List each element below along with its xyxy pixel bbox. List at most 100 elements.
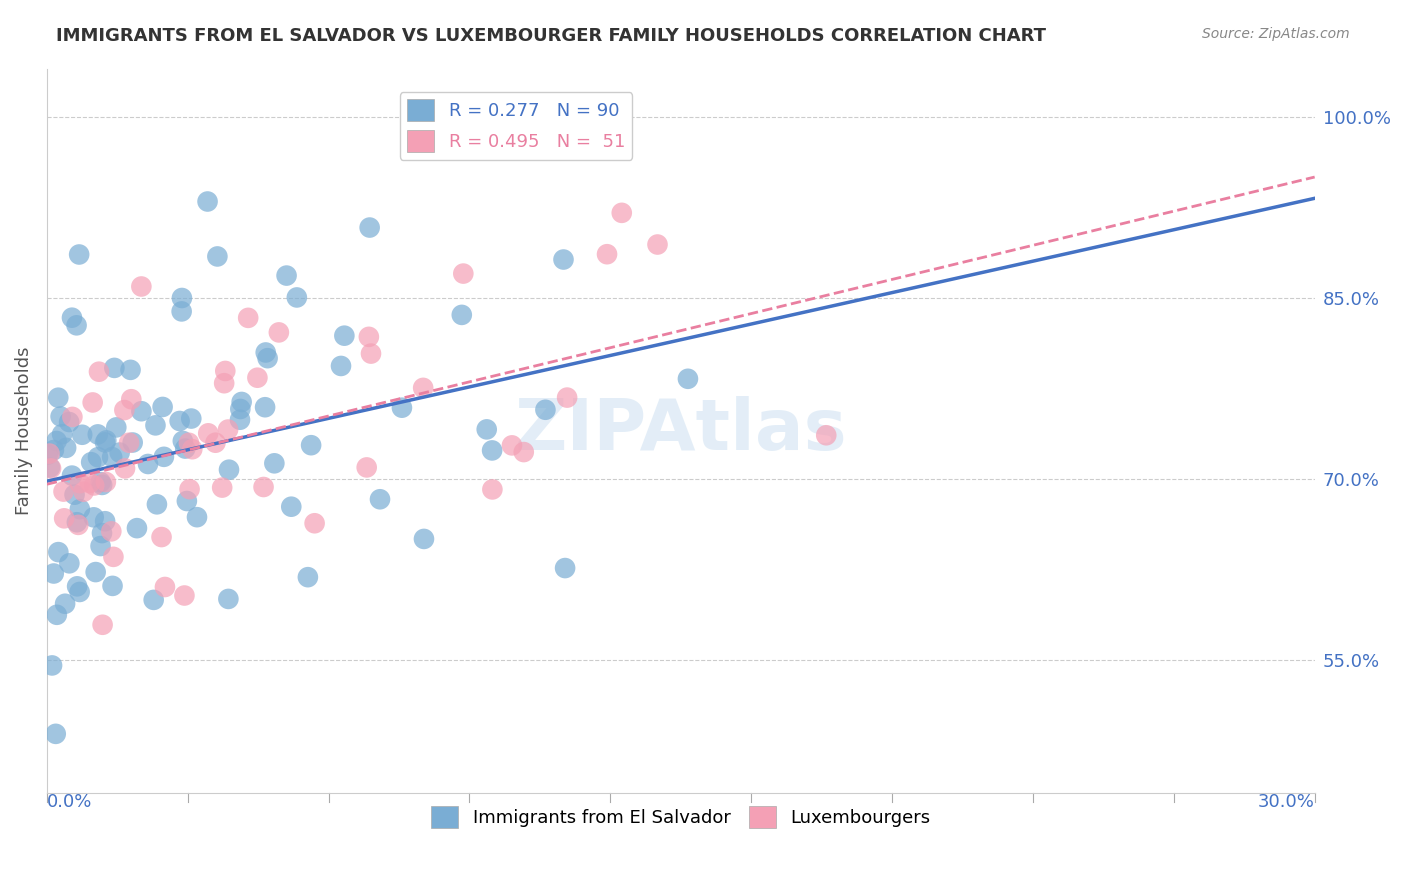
Point <box>39 461 62 475</box>
Point <box>69 476 91 491</box>
Point <box>285 290 308 304</box>
Point <box>103 360 125 375</box>
Point <box>153 450 176 464</box>
Point <box>152 400 174 414</box>
Point <box>229 413 252 427</box>
Point <box>357 330 380 344</box>
Point <box>142 593 165 607</box>
Text: Source: ZipAtlas.com: Source: ZipAtlas.com <box>1202 27 1350 41</box>
Point <box>179 482 201 496</box>
Text: ZIPAtlas: ZIPAtlas <box>515 396 846 466</box>
Point <box>84 565 107 579</box>
Point <box>46 391 69 405</box>
Point <box>333 328 356 343</box>
Point <box>103 549 125 564</box>
Point <box>176 494 198 508</box>
Point <box>481 483 503 497</box>
Point <box>450 308 472 322</box>
Point <box>174 442 197 456</box>
Point <box>254 345 277 359</box>
Point <box>238 310 260 325</box>
Point <box>55 441 77 455</box>
Point <box>555 391 578 405</box>
Point <box>150 530 173 544</box>
Point <box>60 468 83 483</box>
Point <box>42 566 65 581</box>
Point <box>79 476 101 491</box>
Y-axis label: Family Households: Family Households <box>15 347 32 516</box>
Point <box>145 418 167 433</box>
Point <box>67 517 90 532</box>
Point <box>53 511 76 525</box>
Point <box>153 580 176 594</box>
Point <box>217 591 239 606</box>
Point <box>120 363 142 377</box>
Point <box>60 409 83 424</box>
Point <box>256 351 278 366</box>
Point <box>276 268 298 283</box>
Point <box>69 502 91 516</box>
Point <box>80 455 103 469</box>
Point <box>49 409 72 424</box>
Point <box>120 392 142 407</box>
Point <box>368 492 391 507</box>
Point <box>170 304 193 318</box>
Point <box>45 434 67 448</box>
Point <box>87 427 110 442</box>
Point <box>100 524 122 539</box>
Point <box>87 450 110 465</box>
Point <box>181 442 204 457</box>
Point <box>596 247 619 261</box>
Point <box>501 438 523 452</box>
Point <box>280 500 302 514</box>
Point <box>90 475 112 490</box>
Point <box>186 510 208 524</box>
Point <box>180 411 202 425</box>
Point <box>125 521 148 535</box>
Point <box>360 346 382 360</box>
Point <box>131 279 153 293</box>
Point <box>413 532 436 546</box>
Point <box>45 607 67 622</box>
Point <box>229 401 252 416</box>
Point <box>214 364 236 378</box>
Point <box>146 497 169 511</box>
Point <box>65 318 87 333</box>
Point <box>412 381 434 395</box>
Point <box>173 589 195 603</box>
Point <box>83 510 105 524</box>
Point <box>101 579 124 593</box>
Point <box>91 478 114 492</box>
Point <box>42 442 65 457</box>
Point <box>391 401 413 415</box>
Point <box>610 206 633 220</box>
Point <box>83 478 105 492</box>
Point <box>108 445 131 459</box>
Point <box>267 326 290 340</box>
Point <box>58 557 80 571</box>
Point <box>359 220 381 235</box>
Point <box>252 480 274 494</box>
Point <box>51 427 73 442</box>
Point <box>676 372 699 386</box>
Point <box>481 443 503 458</box>
Point <box>118 435 141 450</box>
Point <box>356 460 378 475</box>
Point <box>39 460 62 475</box>
Point <box>69 585 91 599</box>
Point <box>815 428 838 442</box>
Point <box>131 404 153 418</box>
Point <box>66 579 89 593</box>
Point <box>96 434 118 448</box>
Point <box>90 539 112 553</box>
Text: 0.0%: 0.0% <box>46 793 93 812</box>
Point <box>101 450 124 465</box>
Point <box>172 434 194 448</box>
Point <box>38 447 60 461</box>
Point <box>136 457 159 471</box>
Point <box>207 249 229 263</box>
Point <box>211 481 233 495</box>
Point <box>330 359 353 373</box>
Point <box>121 435 143 450</box>
Point <box>534 402 557 417</box>
